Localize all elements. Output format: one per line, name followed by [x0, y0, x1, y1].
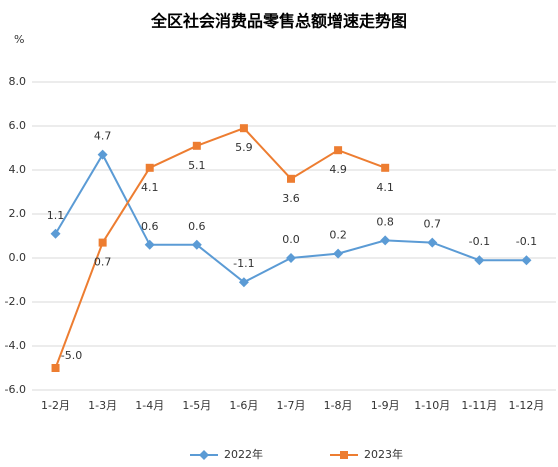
x-tick-label: 1-11月: [461, 399, 497, 412]
x-tick-label: 1-6月: [229, 399, 258, 412]
marker: [333, 248, 344, 259]
marker: [191, 239, 202, 250]
data-label: -5.0: [61, 349, 82, 362]
x-tick-label: 1-2月: [41, 399, 70, 412]
y-axis-label: %: [14, 33, 24, 46]
data-label: -0.1: [516, 235, 537, 248]
y-tick-label: -2.0: [5, 295, 26, 308]
y-tick-label: 0.0: [9, 251, 27, 264]
y-tick-label: -6.0: [5, 383, 26, 396]
marker: [50, 228, 61, 239]
marker: [521, 255, 532, 266]
legend-label: 2023年: [364, 447, 403, 461]
marker: [238, 277, 249, 288]
data-label: 5.9: [235, 141, 253, 154]
series-line: [54, 127, 386, 369]
data-label: 5.1: [188, 159, 206, 172]
data-label: 0.2: [329, 229, 347, 242]
x-tick-label: 1-9月: [371, 399, 400, 412]
data-label: 3.6: [282, 192, 300, 205]
data-label: 0.0: [282, 233, 300, 246]
legend-marker: [340, 451, 348, 459]
data-label: -0.1: [469, 235, 490, 248]
marker: [380, 235, 391, 246]
marker: [192, 141, 201, 150]
marker: [98, 238, 107, 247]
data-label: 4.1: [376, 181, 394, 194]
marker: [51, 364, 60, 372]
x-tick-label: 1-8月: [324, 399, 353, 412]
x-tick-label: 1-4月: [135, 399, 164, 412]
x-tick-label: 1-7月: [277, 399, 306, 412]
y-tick-label: -4.0: [5, 339, 26, 352]
data-label: 4.7: [94, 130, 112, 143]
chart-title: 全区社会消费品零售总额增速走势图: [150, 12, 407, 31]
y-tick-label: 4.0: [9, 163, 27, 176]
marker: [239, 124, 248, 133]
data-label: 0.7: [424, 218, 442, 231]
legend-marker: [199, 450, 209, 460]
data-label: 4.9: [329, 163, 347, 176]
data-label: 0.7: [94, 256, 112, 269]
y-tick-label: 8.0: [9, 75, 27, 88]
marker: [145, 163, 154, 172]
marker: [474, 255, 485, 266]
marker: [286, 253, 296, 263]
data-label: 0.8: [376, 215, 394, 228]
data-label: 1.1: [47, 209, 65, 222]
y-tick-label: 2.0: [9, 207, 27, 220]
y-tick-label: 6.0: [9, 119, 27, 132]
marker: [97, 149, 108, 160]
marker: [287, 174, 295, 183]
marker: [427, 237, 438, 248]
data-label: 4.1: [141, 181, 159, 194]
marker: [144, 239, 155, 250]
x-tick-label: 1-3月: [88, 399, 117, 412]
marker: [334, 146, 343, 155]
x-tick-label: 1-10月: [414, 399, 450, 412]
marker: [381, 163, 390, 172]
data-label: 0.6: [141, 220, 159, 233]
x-tick-label: 1-12月: [508, 399, 544, 412]
data-label: -1.1: [233, 257, 254, 270]
data-label: 0.6: [188, 220, 206, 233]
x-tick-label: 1-5月: [182, 399, 211, 412]
legend-label: 2022年: [224, 447, 263, 461]
